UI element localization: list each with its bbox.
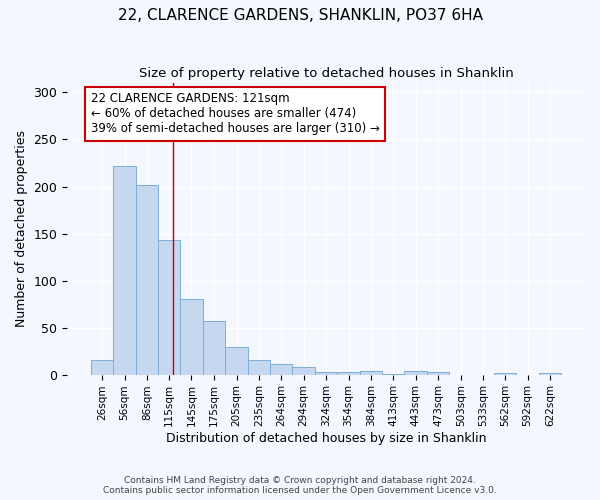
- Bar: [270, 364, 292, 374]
- Bar: [337, 372, 360, 374]
- Bar: [427, 372, 449, 374]
- Bar: [360, 371, 382, 374]
- Bar: [203, 321, 226, 374]
- Y-axis label: Number of detached properties: Number of detached properties: [15, 130, 28, 328]
- Title: Size of property relative to detached houses in Shanklin: Size of property relative to detached ho…: [139, 68, 514, 80]
- Bar: [180, 300, 203, 374]
- Bar: [494, 372, 517, 374]
- Bar: [315, 372, 337, 374]
- Bar: [226, 348, 248, 374]
- Text: 22 CLARENCE GARDENS: 121sqm
← 60% of detached houses are smaller (474)
39% of se: 22 CLARENCE GARDENS: 121sqm ← 60% of det…: [91, 92, 380, 136]
- Bar: [136, 184, 158, 374]
- Bar: [248, 360, 270, 374]
- Text: Contains HM Land Registry data © Crown copyright and database right 2024.
Contai: Contains HM Land Registry data © Crown c…: [103, 476, 497, 495]
- Bar: [113, 166, 136, 374]
- Bar: [158, 240, 180, 374]
- Bar: [91, 360, 113, 374]
- Bar: [404, 371, 427, 374]
- Bar: [292, 367, 315, 374]
- Bar: [539, 372, 562, 374]
- X-axis label: Distribution of detached houses by size in Shanklin: Distribution of detached houses by size …: [166, 432, 487, 445]
- Text: 22, CLARENCE GARDENS, SHANKLIN, PO37 6HA: 22, CLARENCE GARDENS, SHANKLIN, PO37 6HA: [118, 8, 482, 22]
